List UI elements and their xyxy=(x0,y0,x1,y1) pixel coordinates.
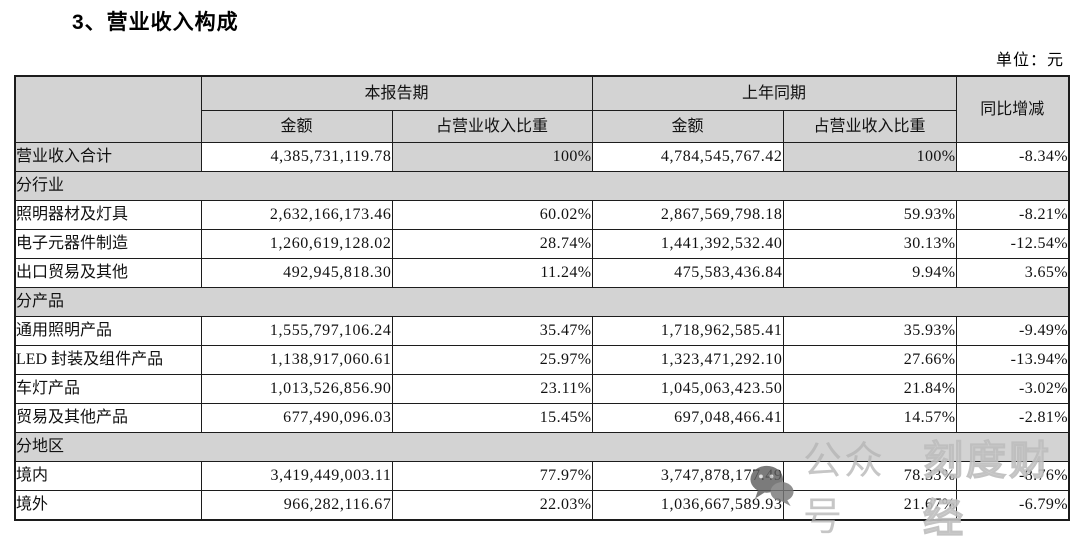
yoy-cell: -2.81% xyxy=(955,403,1070,433)
yoy-change-header: 同比增减 xyxy=(955,75,1070,143)
current-pct-cell: 25.97% xyxy=(391,345,593,375)
current-pct-cell: 60.02% xyxy=(391,200,593,230)
yoy-cell: -13.94% xyxy=(955,345,1070,375)
row-label: 车灯产品 xyxy=(14,374,202,404)
table-row: 照明器材及灯具 2,632,166,173.46 60.02% 2,867,56… xyxy=(14,200,1070,230)
current-pct-cell: 35.47% xyxy=(391,316,593,346)
row-label: 境外 xyxy=(14,490,202,521)
current-amount-cell: 4,385,731,119.78 xyxy=(200,142,393,172)
prior-pct-cell: 59.93% xyxy=(782,200,957,230)
table-row: 出口贸易及其他 492,945,818.30 11.24% 475,583,43… xyxy=(14,258,1070,288)
current-pct-cell: 100% xyxy=(391,142,593,172)
section-label: 分产品 xyxy=(14,287,1070,317)
prior-amount-cell: 697,048,466.41 xyxy=(591,403,784,433)
yoy-cell: -8.34% xyxy=(955,142,1070,172)
total-row: 营业收入合计 4,385,731,119.78 100% 4,784,545,7… xyxy=(14,142,1070,172)
yoy-cell: 3.65% xyxy=(955,258,1070,288)
section-row-product: 分产品 xyxy=(14,287,1070,317)
current-amount-cell: 1,260,619,128.02 xyxy=(200,229,393,259)
prior-pct-cell: 30.13% xyxy=(782,229,957,259)
yoy-cell: -6.79% xyxy=(955,490,1070,521)
pct-header-current: 占营业收入比重 xyxy=(391,110,593,143)
row-label: 贸易及其他产品 xyxy=(14,403,202,433)
prior-pct-cell: 21.84% xyxy=(782,374,957,404)
prior-amount-cell: 2,867,569,798.18 xyxy=(591,200,784,230)
prior-amount-cell: 1,441,392,532.40 xyxy=(591,229,784,259)
section-row-industry: 分行业 xyxy=(14,171,1070,201)
row-label: 通用照明产品 xyxy=(14,316,202,346)
row-label: 电子元器件制造 xyxy=(14,229,202,259)
table-row: 电子元器件制造 1,260,619,128.02 28.74% 1,441,39… xyxy=(14,229,1070,259)
yoy-cell: -9.49% xyxy=(955,316,1070,346)
row-label: 出口贸易及其他 xyxy=(14,258,202,288)
current-pct-cell: 11.24% xyxy=(391,258,593,288)
current-pct-cell: 28.74% xyxy=(391,229,593,259)
section-row-region: 分地区 xyxy=(14,432,1070,462)
table-row: 贸易及其他产品 677,490,096.03 15.45% 697,048,46… xyxy=(14,403,1070,433)
prior-amount-cell: 1,323,471,292.10 xyxy=(591,345,784,375)
current-pct-cell: 22.03% xyxy=(391,490,593,521)
section-label: 分行业 xyxy=(14,171,1070,201)
current-amount-cell: 3,419,449,003.11 xyxy=(200,461,393,491)
prior-pct-cell: 21.67% xyxy=(782,490,957,521)
yoy-cell: -8.76% xyxy=(955,461,1070,491)
current-amount-cell: 966,282,116.67 xyxy=(200,490,393,521)
prior-pct-cell: 14.57% xyxy=(782,403,957,433)
prior-amount-cell: 4,784,545,767.42 xyxy=(591,142,784,172)
row-label: 营业收入合计 xyxy=(14,142,202,172)
corner-blank-cell xyxy=(14,75,202,143)
prior-amount-cell: 1,036,667,589.93 xyxy=(591,490,784,521)
table-row: LED 封装及组件产品 1,138,917,060.61 25.97% 1,32… xyxy=(14,345,1070,375)
prior-pct-cell: 100% xyxy=(782,142,957,172)
yoy-cell: -3.02% xyxy=(955,374,1070,404)
row-label: 境内 xyxy=(14,461,202,491)
row-label: LED 封装及组件产品 xyxy=(14,345,202,375)
current-pct-cell: 77.97% xyxy=(391,461,593,491)
section-label: 分地区 xyxy=(14,432,1070,462)
current-amount-cell: 492,945,818.30 xyxy=(200,258,393,288)
table-row: 境内 3,419,449,003.11 77.97% 3,747,878,177… xyxy=(14,461,1070,491)
table-row: 通用照明产品 1,555,797,106.24 35.47% 1,718,962… xyxy=(14,316,1070,346)
revenue-composition-table: 本报告期 上年同期 同比增减 金额 占营业收入比重 金额 占营业收入比重 营业收… xyxy=(14,75,1071,521)
pct-header-prior: 占营业收入比重 xyxy=(782,110,957,143)
table-row: 境外 966,282,116.67 22.03% 1,036,667,589.9… xyxy=(14,490,1070,521)
amount-header-current: 金额 xyxy=(200,110,393,143)
current-amount-cell: 2,632,166,173.46 xyxy=(200,200,393,230)
yoy-cell: -12.54% xyxy=(955,229,1070,259)
prior-pct-cell: 9.94% xyxy=(782,258,957,288)
prior-amount-cell: 1,718,962,585.41 xyxy=(591,316,784,346)
current-pct-cell: 23.11% xyxy=(391,374,593,404)
current-amount-cell: 677,490,096.03 xyxy=(200,403,393,433)
prior-amount-cell: 475,583,436.84 xyxy=(591,258,784,288)
header-row-measures: 金额 占营业收入比重 金额 占营业收入比重 xyxy=(15,110,1069,143)
amount-header-prior: 金额 xyxy=(591,110,784,143)
current-pct-cell: 15.45% xyxy=(391,403,593,433)
prior-pct-cell: 27.66% xyxy=(782,345,957,375)
table-row: 车灯产品 1,013,526,856.90 23.11% 1,045,063,4… xyxy=(14,374,1070,404)
current-amount-cell: 1,138,917,060.61 xyxy=(200,345,393,375)
prior-period-header: 上年同期 xyxy=(591,75,957,111)
row-label: 照明器材及灯具 xyxy=(14,200,202,230)
current-period-header: 本报告期 xyxy=(200,75,593,111)
page-title: 3、营业收入构成 xyxy=(72,11,239,34)
prior-amount-cell: 1,045,063,423.50 xyxy=(591,374,784,404)
current-amount-cell: 1,555,797,106.24 xyxy=(200,316,393,346)
yoy-cell: -8.21% xyxy=(955,200,1070,230)
header-row-period: 本报告期 上年同期 同比增减 xyxy=(14,75,1070,143)
prior-pct-cell: 35.93% xyxy=(782,316,957,346)
current-amount-cell: 1,013,526,856.90 xyxy=(200,374,393,404)
prior-amount-cell: 3,747,878,177.49 xyxy=(591,461,784,491)
prior-pct-cell: 78.33% xyxy=(782,461,957,491)
unit-label: 单位：元 xyxy=(995,52,1064,69)
